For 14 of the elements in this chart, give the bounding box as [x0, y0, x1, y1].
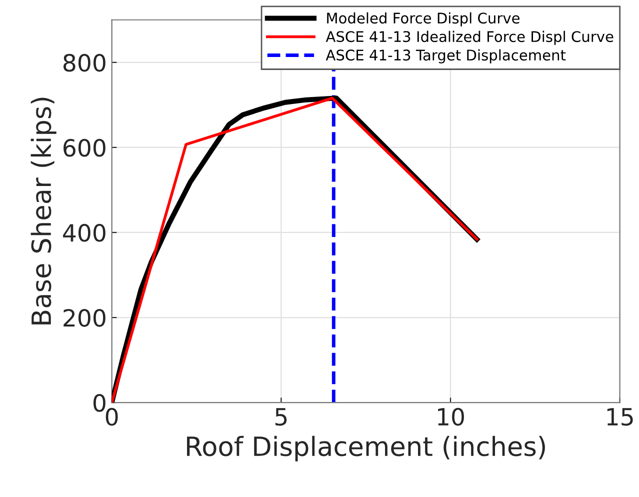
y-axis-title: Base Shear (kips): [30, 98, 56, 324]
legend-label: ASCE 41-13 Idealized Force Displ Curve: [326, 30, 614, 45]
y-tick-label: 400: [63, 224, 106, 242]
x-tick-label: 0: [106, 408, 118, 426]
x-tick-label: 5: [275, 408, 287, 426]
legend-label: Modeled Force Displ Curve: [327, 12, 520, 26]
x-tick-label: 15: [607, 408, 633, 426]
y-tick-label: 800: [63, 54, 106, 72]
y-tick-label: 0: [94, 394, 106, 412]
ref-line-label: ASCE 41-13 Target Displacement: [326, 49, 566, 64]
x-axis-title: Roof Displacement (inches): [187, 436, 545, 462]
y-tick-label: 200: [64, 308, 106, 327]
x-tick-label: 10: [438, 408, 464, 426]
y-tick-label: 600: [64, 138, 106, 157]
